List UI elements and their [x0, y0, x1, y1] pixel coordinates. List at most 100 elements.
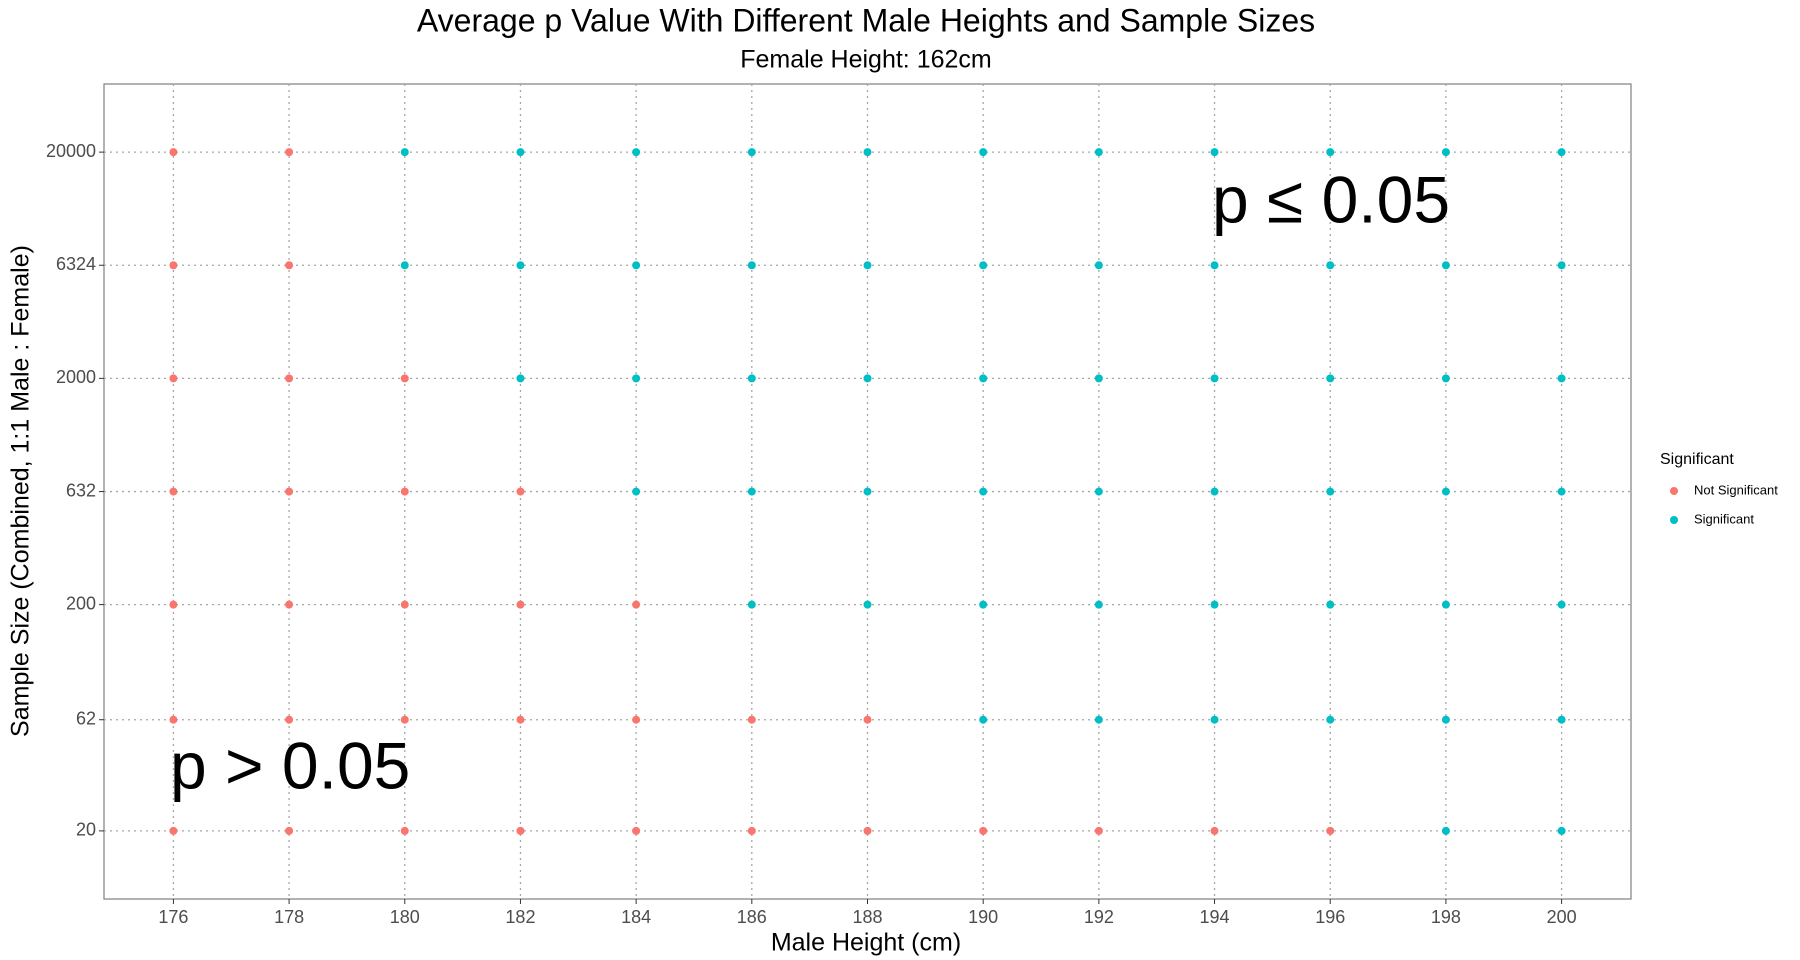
- y-tick-label: 20000: [46, 141, 96, 161]
- x-tick-label: 184: [621, 907, 651, 927]
- point: [632, 715, 641, 724]
- point: [1094, 715, 1103, 724]
- point: [1326, 374, 1335, 383]
- x-tick-label: 196: [1315, 907, 1345, 927]
- point: [1441, 600, 1450, 609]
- point: [516, 148, 525, 157]
- point: [400, 261, 409, 270]
- point: [285, 826, 294, 835]
- point: [1326, 826, 1335, 835]
- point: [747, 374, 756, 383]
- point: [747, 261, 756, 270]
- y-tick-label: 2000: [56, 367, 96, 387]
- point: [863, 600, 872, 609]
- point: [747, 600, 756, 609]
- point: [1441, 374, 1450, 383]
- point: [400, 487, 409, 496]
- point: [169, 600, 178, 609]
- point: [1094, 826, 1103, 835]
- point: [863, 374, 872, 383]
- point: [516, 261, 525, 270]
- point: [1441, 487, 1450, 496]
- point: [169, 261, 178, 270]
- point: [863, 148, 872, 157]
- point: [863, 826, 872, 835]
- point: [632, 600, 641, 609]
- x-tick-label: 188: [852, 907, 882, 927]
- point: [1210, 374, 1219, 383]
- x-tick-label: 178: [274, 907, 304, 927]
- annotation: p > 0.05: [170, 728, 410, 802]
- point: [1557, 261, 1566, 270]
- point: [1210, 261, 1219, 270]
- point: [285, 600, 294, 609]
- x-tick-label: 198: [1431, 907, 1461, 927]
- point: [1557, 148, 1566, 157]
- point: [1094, 487, 1103, 496]
- point: [1326, 715, 1335, 724]
- point: [169, 826, 178, 835]
- point: [632, 374, 641, 383]
- point: [1326, 148, 1335, 157]
- point: [1326, 261, 1335, 270]
- point: [169, 374, 178, 383]
- point: [1557, 715, 1566, 724]
- point: [632, 487, 641, 496]
- point: [747, 487, 756, 496]
- point: [863, 487, 872, 496]
- point: [400, 826, 409, 835]
- point: [979, 487, 988, 496]
- annotation: p ≤ 0.05: [1212, 162, 1450, 236]
- point: [747, 148, 756, 157]
- point: [1210, 826, 1219, 835]
- x-tick-label: 186: [737, 907, 767, 927]
- x-tick-label: 180: [390, 907, 420, 927]
- x-tick-label: 190: [968, 907, 998, 927]
- point: [1210, 487, 1219, 496]
- point: [863, 261, 872, 270]
- point: [1441, 715, 1450, 724]
- point: [979, 600, 988, 609]
- point: [632, 148, 641, 157]
- point: [285, 487, 294, 496]
- point: [1557, 487, 1566, 496]
- point: [747, 826, 756, 835]
- legend-marker: [1670, 487, 1678, 495]
- point: [1210, 148, 1219, 157]
- point: [169, 487, 178, 496]
- point: [516, 374, 525, 383]
- point: [747, 715, 756, 724]
- y-axis-label: Sample Size (Combined, 1:1 Male : Female…: [7, 245, 35, 737]
- point: [400, 600, 409, 609]
- point: [1441, 261, 1450, 270]
- point: [1441, 148, 1450, 157]
- point: [169, 148, 178, 157]
- legend-label: Not Significant: [1694, 482, 1778, 497]
- point: [285, 261, 294, 270]
- y-tick-label: 632: [66, 480, 96, 500]
- point: [979, 261, 988, 270]
- x-tick-label: 200: [1547, 907, 1577, 927]
- point: [1094, 261, 1103, 270]
- point: [516, 487, 525, 496]
- x-tick-label: 182: [505, 907, 535, 927]
- point: [1094, 374, 1103, 383]
- point: [400, 715, 409, 724]
- x-tick-label: 176: [158, 907, 188, 927]
- point: [1557, 374, 1566, 383]
- chart-title: Average p Value With Different Male Heig…: [417, 2, 1315, 38]
- y-tick-label: 6324: [56, 254, 96, 274]
- point: [979, 826, 988, 835]
- point: [1326, 487, 1335, 496]
- point: [400, 374, 409, 383]
- y-tick-label: 20: [76, 820, 96, 840]
- legend-marker: [1670, 516, 1678, 524]
- x-axis-label: Male Height (cm): [771, 929, 961, 957]
- point: [285, 715, 294, 724]
- point: [285, 374, 294, 383]
- point: [1326, 600, 1335, 609]
- point: [1557, 600, 1566, 609]
- point: [979, 148, 988, 157]
- y-tick-label: 200: [66, 593, 96, 613]
